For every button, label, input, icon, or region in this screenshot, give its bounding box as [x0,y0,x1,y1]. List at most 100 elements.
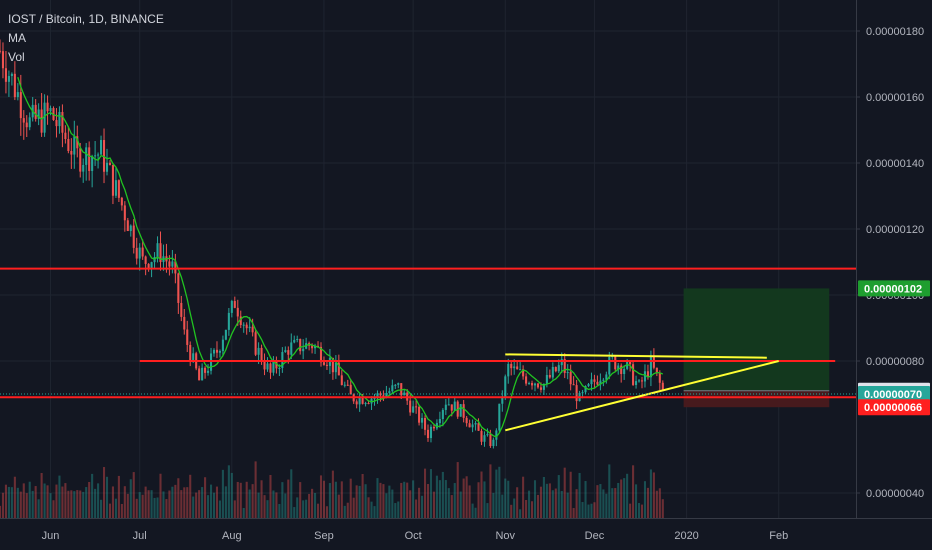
volume-bar-112 [331,470,334,518]
volume-bar-161 [477,482,480,518]
volume-bar-166 [492,492,495,518]
candle-body-141 [418,406,421,423]
volume-bar-27 [79,490,82,518]
time-axis[interactable]: Jun Jul Aug Sep Oct Nov Dec 2020 Feb [42,530,789,542]
volume-bar-38 [111,486,114,518]
candle-body-202 [599,380,602,385]
candle-body-23 [67,139,70,152]
volume-bar-198 [587,504,590,518]
candle-body-27 [79,148,82,172]
candle-body-95 [281,352,284,368]
candle-body-100 [296,338,299,340]
candle-body-140 [415,406,418,408]
candle-body-123 [364,402,367,404]
candle-body-60 [177,273,180,303]
legend-ma[interactable]: MA [8,31,26,45]
legend-title[interactable]: IOST / Bitcoin, 1D, BINANCE [8,12,164,26]
volume-bar-11 [31,490,34,518]
legend-vol[interactable]: Vol [8,50,25,64]
volume-bar-121 [358,485,361,518]
candle-body-54 [159,243,162,263]
candle-body-184 [545,374,548,384]
volume-bar-117 [346,502,349,518]
price-tag-label-3: 0.00000066 [864,402,922,414]
volume-bar-196 [581,502,584,518]
candle-body-57 [168,261,171,267]
candle-body-35 [102,140,106,172]
candle-body-155 [459,404,462,417]
volume-bar-120 [355,485,358,518]
candle-body-145 [429,426,433,439]
volume-bar-59 [174,484,177,518]
volume-bar-12 [34,486,37,518]
candle-body-197 [584,386,587,393]
volume-bar-146 [432,491,435,518]
candle-body-147 [435,423,438,429]
candle-body-208 [617,365,620,370]
y-tick-label-3: 0.00000120 [866,224,924,236]
volume-bar-101 [299,482,302,518]
candle-body-29 [85,147,88,165]
volume-bar-1 [1,492,5,518]
volume-bar-164 [486,503,489,518]
candle-body-59 [174,261,177,274]
volume-bar-45 [132,472,135,518]
volume-bar-143 [423,468,427,518]
candle-body-216 [640,380,644,382]
candle-body-117 [346,384,349,386]
candle-body-45 [132,225,135,248]
candle-body-7 [19,92,22,119]
candle-body-170 [504,376,507,397]
candle-body-199 [590,379,593,385]
volume-bar-51 [150,490,153,518]
candle-body-77 [227,312,230,330]
candle-body-164 [486,434,489,436]
volume-bar-17 [49,493,52,518]
volume-bar-133 [394,503,397,518]
volume-bar-122 [361,474,364,518]
volume-bar-142 [421,495,424,518]
candle-body-180 [533,383,537,386]
volume-bar-194 [575,489,578,518]
candle-body-38 [111,164,114,196]
volume-bar-135 [400,482,403,518]
volume-bar-3 [7,486,10,518]
moving-average [17,77,664,438]
volume-bar-80 [236,481,239,518]
volume-bar-105 [311,488,314,518]
volume-bar-50 [147,490,150,518]
candle-body-89 [263,361,266,370]
volume-bar-199 [590,503,593,518]
candle-body-3 [7,76,10,82]
volume-bar-193 [572,508,575,518]
candle-body-88 [260,347,263,362]
candle-body-43 [126,220,129,232]
candle-body-65 [192,353,195,362]
candle-body-78 [230,301,233,313]
volume-bar-177 [525,499,528,518]
volume-bar-47 [138,492,141,518]
candle-body-169 [501,396,504,404]
candle-body-10 [28,117,31,128]
candle-body-21 [61,111,64,133]
candle-body-75 [221,339,224,352]
volume-bar-41 [120,503,123,518]
volume-bar-77 [227,465,230,518]
volume-bar-108 [319,475,323,518]
candle-body-86 [254,332,257,355]
candle-body-1 [1,51,5,69]
volume-bar-23 [67,490,70,518]
volume-bar-71 [209,484,213,518]
volume-bar-42 [123,486,126,518]
candle-body-190 [563,359,566,373]
candle-body-183 [542,383,545,390]
candle-body-124 [367,402,370,404]
y-tick-label-6: 0.00000180 [866,26,924,38]
volume-bar-141 [418,487,421,518]
candle-body-70 [207,370,210,373]
candle-body-2 [4,68,7,82]
candle-body-178 [528,383,531,385]
x-tick-label-6: Dec [585,530,605,542]
price-axis[interactable]: 0.000000400.000000800.000001000.00000120… [856,26,924,500]
